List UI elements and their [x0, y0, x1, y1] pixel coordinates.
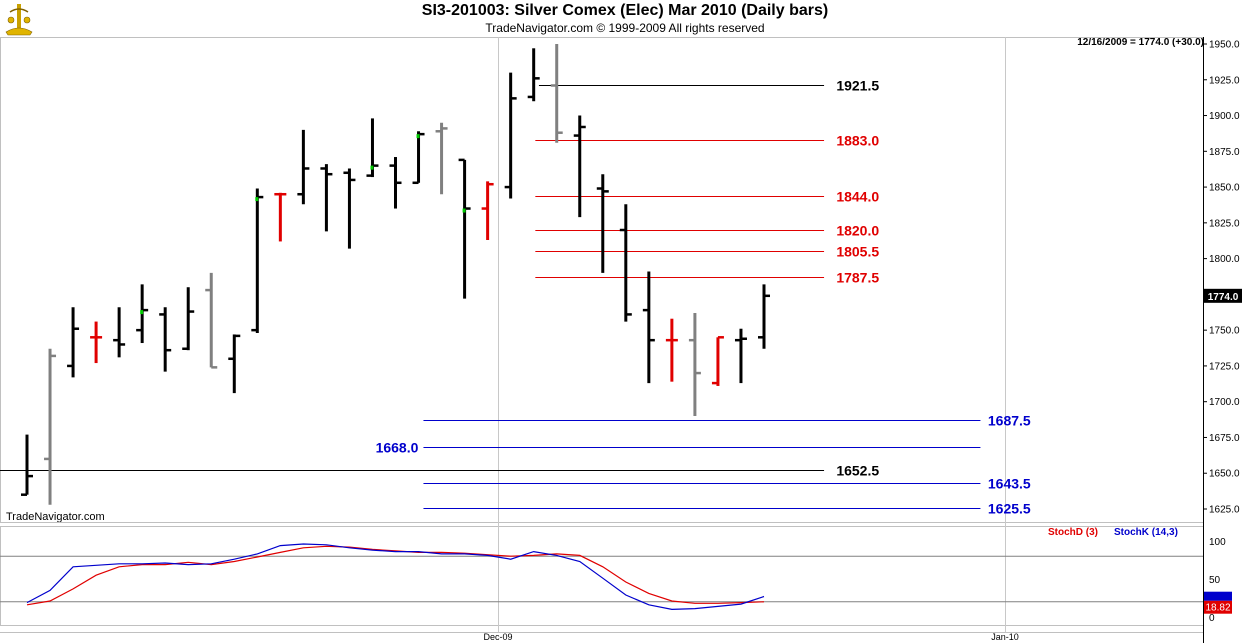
series-line-StochD (3) — [26, 545, 765, 606]
oscillator-tick-label: 100 — [1209, 537, 1226, 548]
y-tick-label: 1700.0 — [1209, 397, 1240, 408]
y-tick-label: 1625.0 — [1209, 505, 1240, 516]
y-tick-label: 1825.0 — [1209, 218, 1240, 229]
chart-title: SI3-201003: Silver Comex (Elec) Mar 2010… — [421, 2, 829, 19]
level-label-1921.5: 1921.5 — [836, 78, 879, 94]
level-label-1787.5: 1787.5 — [836, 270, 879, 286]
level-label-1820.0: 1820.0 — [836, 223, 879, 239]
y-tick-label: 1725.0 — [1209, 361, 1240, 372]
signal-marker — [416, 134, 420, 139]
legend-stochd: StochD (3) — [1048, 527, 1098, 538]
y-tick-label: 1900.0 — [1209, 111, 1240, 122]
level-label-1687.5: 1687.5 — [988, 413, 1031, 429]
y-tick-label: 1750.0 — [1209, 326, 1240, 337]
trade-navigator-logo-icon — [4, 2, 34, 36]
level-label-1883.0: 1883.0 — [836, 133, 879, 149]
y-tick-label: 1925.0 — [1209, 75, 1240, 86]
signal-marker — [370, 165, 374, 170]
watermark: TradeNavigator.com — [6, 511, 105, 523]
oscillator-tick-label: 50 — [1209, 575, 1221, 586]
x-tick-label: Dec-09 — [483, 632, 512, 642]
x-tick-label: Jan-10 — [991, 632, 1019, 642]
y-tick-label: 1950.0 — [1209, 40, 1240, 51]
signal-marker — [140, 310, 144, 315]
series-line-StochK (14,3) — [26, 543, 765, 611]
signal-marker — [462, 208, 466, 213]
last-price-tag — [1204, 288, 1242, 303]
level-label-1668.0: 1668.0 — [376, 440, 419, 456]
oscillator-tick-label: 0 — [1209, 613, 1215, 624]
y-tick-label: 1875.0 — [1209, 147, 1240, 158]
level-label-1652.5: 1652.5 — [836, 463, 879, 479]
level-label-1805.5: 1805.5 — [836, 244, 879, 260]
oscillator-value-tag — [1204, 600, 1232, 614]
oscillator-value-label: 18.82 — [1205, 603, 1230, 614]
oscillator-value-tag-k — [1204, 591, 1232, 601]
oscillator-panel-frame — [0, 526, 1204, 626]
chart-subtitle: TradeNavigator.com © 1999-2009 All right… — [485, 21, 765, 35]
y-tick-label: 1650.0 — [1209, 469, 1240, 480]
level-label-1625.5: 1625.5 — [988, 501, 1031, 517]
y-tick-label: 1675.0 — [1209, 433, 1240, 444]
price-panel-frame — [0, 37, 1204, 523]
level-label-1643.5: 1643.5 — [988, 476, 1031, 492]
last-price-label: 1774.0 — [1208, 292, 1239, 303]
y-tick-label: 1850.0 — [1209, 183, 1240, 194]
price-readout: 12/16/2009 = 1774.0 (+30.0) — [1077, 37, 1204, 48]
legend-stochk: StochK (14,3) — [1114, 527, 1178, 538]
level-label-1844.0: 1844.0 — [836, 189, 879, 205]
y-tick-label: 1800.0 — [1209, 254, 1240, 265]
signal-marker — [255, 197, 259, 202]
